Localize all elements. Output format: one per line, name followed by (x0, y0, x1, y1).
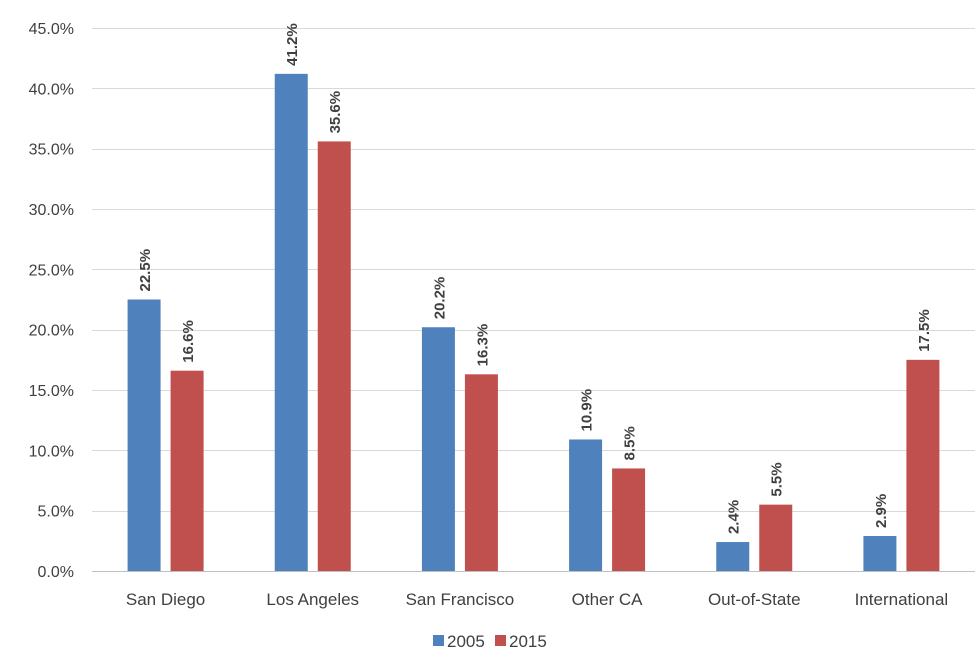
bar-2015 (170, 370, 204, 571)
x-category-label: Los Angeles (266, 590, 359, 609)
bar-2005 (127, 299, 161, 571)
data-label: 16.6% (180, 320, 197, 363)
y-tick-label: 35.0% (29, 142, 74, 159)
legend: 2005 2015 (433, 632, 547, 651)
data-label: 16.3% (474, 324, 491, 367)
y-tick-label: 45.0% (29, 21, 74, 38)
legend-label: 2015 (509, 632, 547, 651)
gridlines (92, 28, 975, 572)
y-axis-ticks: 0.0% 5.0% 10.0% 15.0% 20.0% 25.0% 30.0% 35.0% 40… (29, 21, 74, 581)
x-axis-categories: San Diego Los Angeles San Francisco Other C… (126, 590, 948, 609)
y-tick-label: 10.0% (29, 443, 74, 460)
y-tick-label: 5.0% (38, 504, 74, 521)
y-tick-label: 0.0% (38, 564, 74, 581)
data-label: 10.9% (579, 389, 596, 432)
bar-2015 (464, 374, 498, 571)
data-label: 17.5% (916, 309, 933, 352)
legend-swatch-2015 (495, 635, 506, 646)
x-category-label: San Diego (126, 590, 205, 609)
data-label: 35.6% (327, 91, 344, 134)
bar-2005 (863, 536, 897, 571)
bar-2015 (317, 141, 351, 571)
x-category-label: Out-of-State (708, 590, 801, 609)
data-label: 20.2% (431, 277, 448, 320)
bar-2015 (759, 504, 793, 571)
bar-2005 (569, 439, 603, 571)
bar-2005 (421, 327, 455, 571)
x-category-label: International (855, 590, 949, 609)
data-label: 22.5% (137, 249, 154, 292)
x-category-label: San Francisco (406, 590, 515, 609)
y-tick-label: 30.0% (29, 202, 74, 219)
legend-label: 2005 (447, 632, 485, 651)
data-label: 2.9% (873, 494, 890, 528)
bar-2015 (612, 468, 646, 571)
bar-2005 (274, 73, 308, 571)
bar-2005 (716, 542, 750, 571)
data-labels: 22.5% 16.6% 41.2% 35.6% 20.2% 16.3% 10.9% 8.5% 2… (137, 23, 933, 534)
x-category-label: Other CA (572, 590, 644, 609)
y-tick-label: 15.0% (29, 383, 74, 400)
data-label: 2.4% (726, 500, 743, 534)
data-label: 8.5% (622, 426, 639, 460)
bar-2015 (906, 359, 940, 571)
y-tick-label: 25.0% (29, 262, 74, 279)
legend-swatch-2005 (433, 635, 444, 646)
y-tick-label: 40.0% (29, 81, 74, 98)
data-label: 5.5% (769, 462, 786, 496)
bars (127, 73, 940, 571)
data-label: 41.2% (284, 23, 301, 66)
y-tick-label: 20.0% (29, 323, 74, 340)
